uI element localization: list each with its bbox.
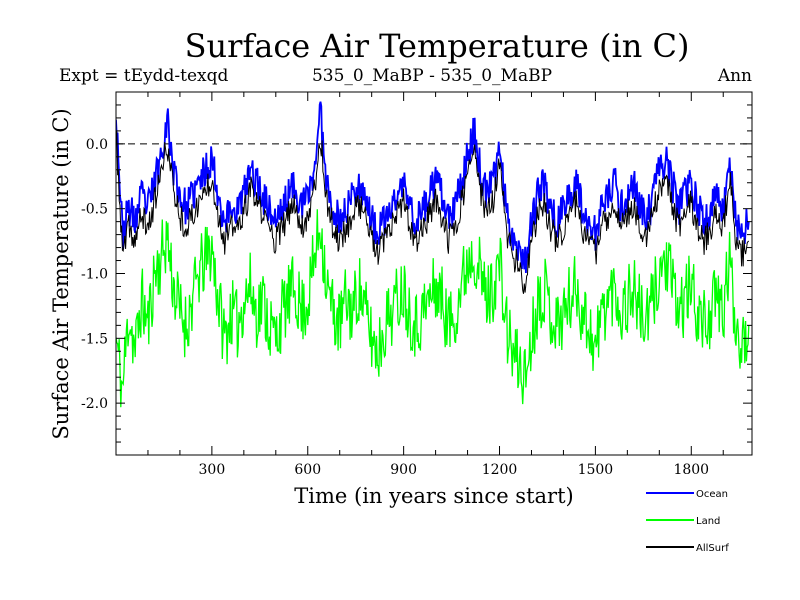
x-tick-label: 300 xyxy=(199,462,226,478)
x-tick-label: 1500 xyxy=(578,462,614,478)
y-tick-label: -0.5 xyxy=(81,202,108,218)
y-axis-label: Surface Air Temperature (in C) xyxy=(49,108,73,439)
series-line-ocean xyxy=(116,101,750,274)
y-tick-label: 0.0 xyxy=(86,137,108,153)
x-axis-label: Time (in years since start) xyxy=(294,484,573,508)
x-tick-label: 1800 xyxy=(673,462,709,478)
legend-label-ocean: Ocean xyxy=(696,489,728,500)
period-label: Ann xyxy=(717,66,752,86)
series-line-land xyxy=(116,209,750,408)
x-tick-label: 900 xyxy=(390,462,417,478)
y-tick-label: -1.0 xyxy=(81,267,108,283)
legend-label-allsurf: AllSurf xyxy=(696,543,729,554)
experiment-label: Expt = tEydd-texqd xyxy=(59,66,228,86)
plot-area: 300 600 900 1200 1500 1800 0.0 -0.5 -1.0 -1.5 -2.0 xyxy=(81,91,753,478)
y-tick-label: -1.5 xyxy=(81,331,108,347)
x-tick-label: 1200 xyxy=(482,462,518,478)
legend-label-land: Land xyxy=(696,516,720,527)
y-tick-label: -2.0 xyxy=(81,396,108,412)
series-line-allsurf xyxy=(116,130,750,294)
legend: Ocean Land AllSurf xyxy=(646,489,729,554)
chart-subtitle: 535_0_MaBP - 535_0_MaBP xyxy=(312,66,552,86)
chart-title: Surface Air Temperature (in C) xyxy=(185,27,690,65)
x-tick-label: 600 xyxy=(294,462,321,478)
